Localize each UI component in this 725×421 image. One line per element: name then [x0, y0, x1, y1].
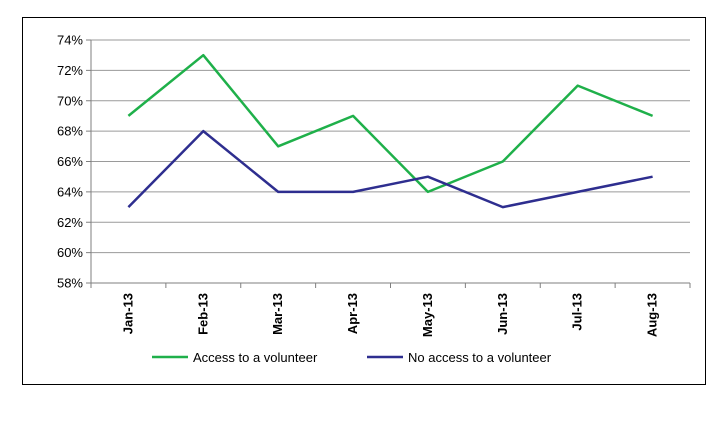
y-tick-label: 64%: [57, 184, 83, 199]
x-tick-label: Jun-13: [495, 293, 510, 335]
x-axis-tick-labels: Jan-13 Feb-13 Mar-13 Apr-13 May-13 Jun-13 Jul-…: [120, 293, 659, 337]
y-tick-label: 60%: [57, 245, 83, 260]
series-line-2: [127, 129, 653, 209]
x-tick-label: Mar-13: [270, 293, 285, 335]
gridlines: [86, 39, 691, 288]
x-tick-label: May-13: [420, 293, 435, 337]
x-tick-label: Feb-13: [195, 293, 210, 335]
legend: Access to a volunteer No access to a volu…: [152, 350, 552, 365]
y-tick-label: 70%: [57, 93, 83, 108]
chart-border: [22, 17, 706, 385]
y-tick-label: 72%: [57, 63, 83, 78]
series-line-1: [127, 53, 654, 194]
y-tick-label: 66%: [57, 154, 83, 169]
y-tick-label: 74%: [57, 33, 83, 48]
legend-label-1: Access to a volunteer: [193, 350, 318, 365]
y-tick-label: 58%: [57, 276, 83, 291]
y-tick-label: 62%: [57, 215, 83, 230]
series-lines: [127, 53, 654, 209]
x-tick-label: Jan-13: [120, 293, 135, 334]
y-axis-tick-labels: 58% 60% 62% 64% 66% 68% 70% 72% 74%: [57, 33, 83, 291]
x-tick-label: Aug-13: [645, 293, 660, 337]
x-tick-label: Apr-13: [345, 293, 360, 334]
y-tick-label: 68%: [57, 124, 83, 139]
legend-label-2: No access to a volunteer: [408, 350, 552, 365]
x-tick-label: Jul-13: [570, 293, 585, 331]
